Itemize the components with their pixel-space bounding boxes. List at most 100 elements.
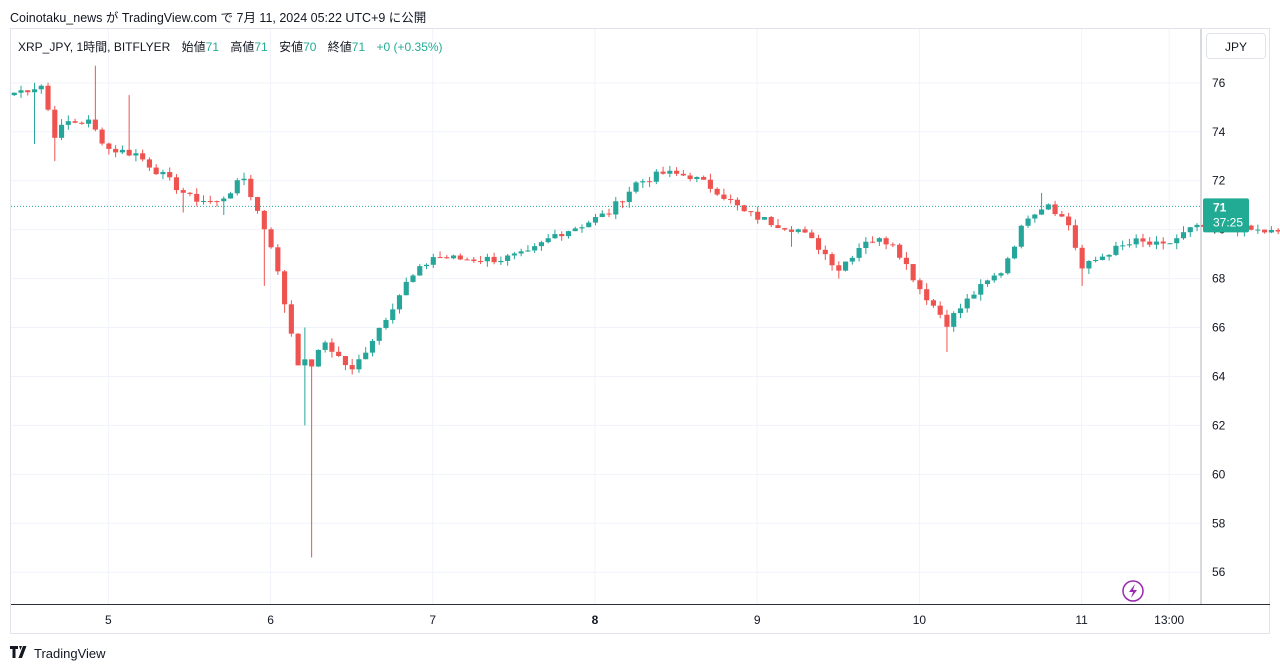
x-tick-label: 5	[105, 613, 112, 627]
candle-body	[484, 256, 490, 262]
chart-frame	[10, 28, 1270, 634]
candle-body	[883, 238, 889, 245]
candle-body	[998, 273, 1004, 276]
candle-body	[38, 85, 44, 90]
y-tick-label: 72	[1212, 174, 1226, 188]
currency-button[interactable]: JPY	[1206, 33, 1266, 59]
candle-body	[1079, 247, 1085, 269]
candle-body	[160, 172, 166, 175]
price-tag-countdown: 37:25	[1213, 215, 1243, 229]
candle-body	[254, 197, 261, 211]
candle-body	[322, 342, 328, 350]
x-tick-label: 11	[1075, 613, 1088, 627]
lightning-icon[interactable]	[1122, 580, 1144, 602]
candle-body	[227, 193, 234, 199]
candle-body	[876, 238, 882, 242]
candle-body	[302, 359, 308, 366]
candle-body	[829, 254, 835, 266]
candle-body	[971, 294, 977, 299]
low-value: 70	[303, 40, 317, 54]
candle-body	[674, 170, 680, 174]
candle-body	[106, 143, 112, 149]
x-tick-label: 8	[592, 613, 599, 627]
y-tick-label: 56	[1212, 565, 1226, 579]
candle-body	[1032, 214, 1038, 219]
candle-body	[187, 192, 193, 194]
candle-body	[1093, 259, 1099, 262]
low-label: 安値	[279, 40, 304, 54]
candle-body	[897, 244, 903, 258]
candle-body	[680, 173, 686, 176]
close-label: 終値	[327, 40, 352, 54]
candle-body	[315, 349, 321, 367]
price-tag-value: 71	[1213, 200, 1227, 214]
high-value: 71	[254, 40, 268, 54]
candle-body	[410, 275, 416, 282]
candle-body	[991, 275, 997, 281]
candle-body	[937, 305, 943, 315]
candle-body	[944, 314, 950, 327]
candle-body	[843, 261, 849, 271]
candle-body	[119, 149, 125, 153]
candle-body	[221, 198, 227, 202]
candle-body	[599, 213, 605, 218]
candle-body	[1011, 246, 1018, 259]
candle-body	[241, 178, 247, 181]
candle-body	[25, 90, 31, 93]
candle-body	[984, 280, 991, 285]
candle-body	[856, 248, 862, 258]
candle-body	[1052, 204, 1058, 215]
open-value: 71	[205, 40, 219, 54]
candle-body	[579, 227, 585, 229]
candle-body	[268, 229, 274, 248]
candle-body	[18, 90, 24, 93]
y-tick-label: 62	[1212, 418, 1226, 432]
candle-body	[1099, 256, 1105, 260]
candle-body	[626, 191, 632, 203]
candle-body	[1262, 229, 1268, 233]
candle-body	[646, 181, 653, 183]
candle-body	[450, 255, 457, 259]
candle-body	[768, 217, 774, 226]
x-tick-label: 6	[267, 613, 274, 627]
candle-body	[275, 247, 281, 272]
candle-body	[660, 171, 666, 174]
candle-body	[464, 259, 470, 261]
y-tick-label: 60	[1212, 467, 1226, 481]
candle-body	[309, 359, 315, 367]
candle-body	[721, 194, 727, 199]
tradingview-footer[interactable]: TradingView	[10, 645, 106, 661]
candle-body	[1126, 244, 1133, 246]
candle-body	[755, 211, 761, 220]
candle-body	[248, 178, 254, 198]
candle-body	[788, 229, 795, 232]
candle-body	[11, 92, 17, 96]
candle-body	[1174, 238, 1180, 244]
candle-body	[653, 171, 659, 182]
candle-body	[1248, 225, 1254, 230]
candle-body	[1039, 209, 1045, 215]
candle-body	[552, 234, 558, 239]
candle-body	[525, 250, 531, 252]
candle-body	[261, 210, 267, 230]
candle-body	[1275, 229, 1280, 232]
candle-body	[667, 170, 673, 174]
candle-body	[383, 320, 389, 328]
candle-body	[1005, 258, 1011, 274]
candle-body	[1018, 225, 1024, 247]
candle-body	[126, 149, 132, 156]
candle-body	[214, 201, 220, 203]
candle-body	[1268, 229, 1274, 233]
candle-body	[592, 217, 599, 223]
candle-body	[809, 232, 815, 239]
candle-body	[572, 228, 578, 232]
candle-body	[146, 159, 152, 168]
candle-body	[619, 201, 626, 203]
candle-body	[640, 181, 646, 183]
candle-body	[369, 340, 376, 353]
candle-body	[113, 148, 119, 153]
candle-body	[396, 295, 403, 310]
candle-body	[363, 352, 369, 360]
candle-body	[437, 257, 443, 259]
